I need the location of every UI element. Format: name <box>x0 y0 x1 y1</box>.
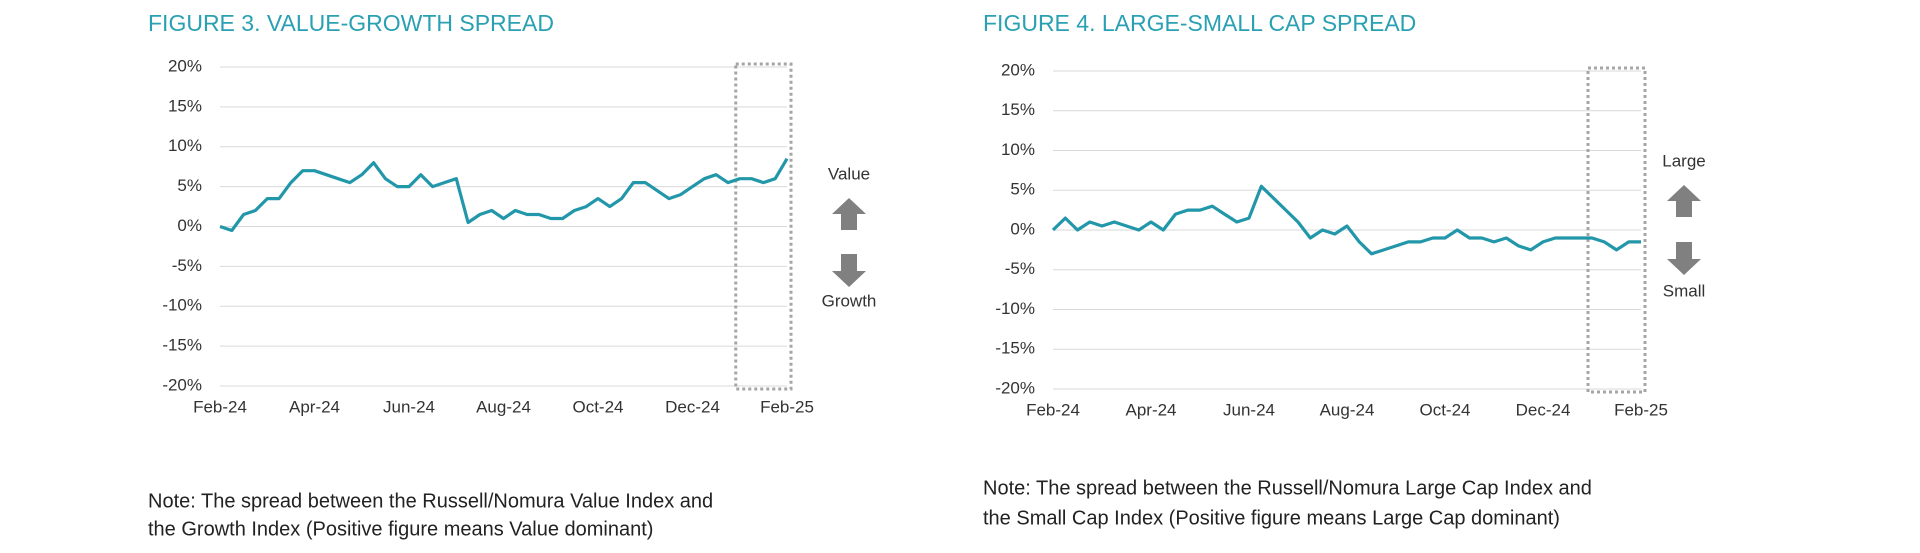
x-tick-label: Apr-24 <box>1125 400 1176 419</box>
y-tick-label: -10% <box>995 299 1035 318</box>
y-tick-label: 10% <box>168 136 202 155</box>
x-tick-label: Oct-24 <box>1419 400 1470 419</box>
y-tick-label: -15% <box>162 336 202 355</box>
x-tick-label: Feb-24 <box>1026 400 1080 419</box>
arrow-down <box>832 254 866 287</box>
x-tick-label: Jun-24 <box>1223 400 1275 419</box>
y-tick-label: 0% <box>177 216 202 235</box>
y-tick-label: 0% <box>1010 219 1035 238</box>
y-tick-label: -5% <box>1005 259 1035 278</box>
x-tick-label: Feb-25 <box>760 397 814 416</box>
y-tick-label: 5% <box>177 176 202 195</box>
y-tick-label: 20% <box>1001 60 1035 79</box>
note-line: Note: The spread between the Russell/Nom… <box>983 477 1592 499</box>
annotation: Small <box>1663 281 1706 300</box>
y-tick-label: -5% <box>172 256 202 275</box>
x-tick-label: Jun-24 <box>383 397 435 416</box>
x-tick-label: Dec-24 <box>665 397 720 416</box>
y-tick-label: 20% <box>168 56 202 75</box>
annotation: Value <box>828 164 870 183</box>
arrow-up <box>1667 185 1701 217</box>
highlight-box <box>734 62 793 391</box>
x-tick-label: Aug-24 <box>476 397 531 416</box>
chart-title: FIGURE 3. VALUE-GROWTH SPREAD <box>148 10 554 36</box>
annotation: Growth <box>822 291 877 310</box>
y-tick-label: 15% <box>168 96 202 115</box>
x-tick-label: Feb-25 <box>1614 400 1668 419</box>
note-line: the Growth Index (Positive figure means … <box>148 518 653 540</box>
y-tick-label: 15% <box>1001 100 1035 119</box>
x-tick-label: Dec-24 <box>1516 400 1571 419</box>
x-tick-label: Oct-24 <box>572 397 623 416</box>
note-line: the Small Cap Index (Positive figure mea… <box>983 507 1560 529</box>
y-tick-label: -20% <box>995 378 1035 397</box>
data-line <box>1051 184 1641 256</box>
y-tick-label: -20% <box>162 375 202 394</box>
y-tick-label: -10% <box>162 296 202 315</box>
arrow-up <box>832 198 866 230</box>
arrow-down <box>1667 242 1701 275</box>
x-tick-label: Aug-24 <box>1320 400 1375 419</box>
arrows <box>832 185 1701 287</box>
x-tick-label: Apr-24 <box>289 397 340 416</box>
x-tick-label: Feb-24 <box>193 397 247 416</box>
note-line: Note: The spread between the Russell/Nom… <box>148 490 713 512</box>
y-tick-label: 5% <box>1010 180 1035 199</box>
y-tick-label: 10% <box>1001 140 1035 159</box>
data-line <box>219 157 789 233</box>
highlight-box <box>1586 66 1647 394</box>
y-tick-label: -15% <box>995 339 1035 358</box>
annotation: Large <box>1662 151 1705 170</box>
chart-title: FIGURE 4. LARGE-SMALL CAP SPREAD <box>983 10 1416 36</box>
